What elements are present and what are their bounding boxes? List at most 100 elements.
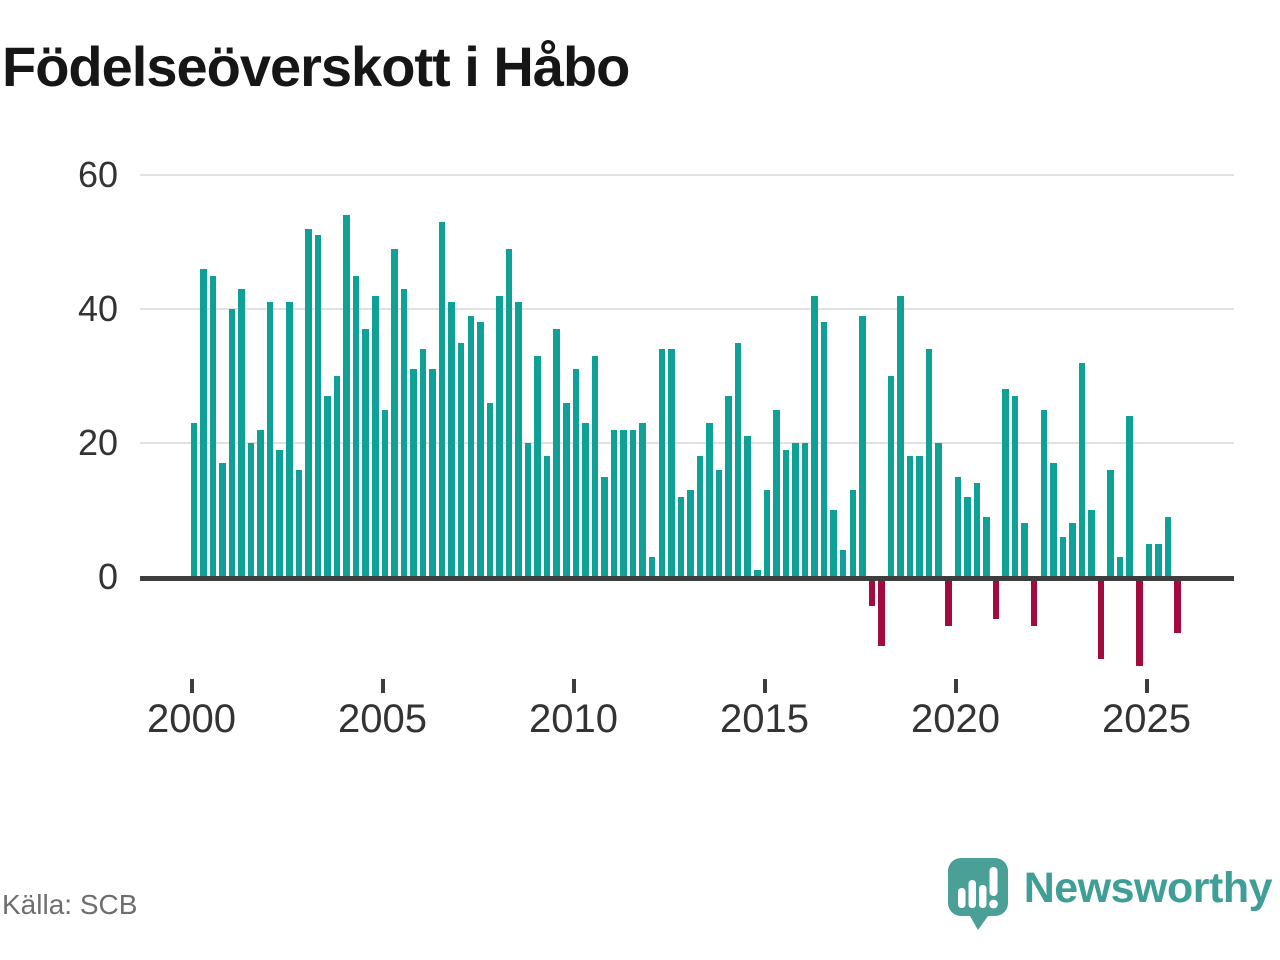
bar-quarter-50 [668,349,675,580]
bar-quarter-10 [286,302,293,580]
x-tick-label-2000: 2000 [147,697,236,741]
bar-quarter-79 [945,577,952,626]
bar-quarter-69 [849,489,857,580]
bar-quarter-101 [1155,543,1162,580]
x-tick-mark-2015 [762,679,767,693]
bar-quarter-24 [419,349,427,580]
bar-quarter-41 [582,422,589,580]
bar-quarter-11 [295,469,303,580]
bar-quarter-77 [925,349,933,580]
y-tick-label-20: 20 [77,422,118,463]
bar-quarter-8 [266,302,274,580]
bar-quarter-20 [381,409,389,580]
bar-quarter-2 [209,275,217,580]
bar-quarter-66 [820,322,828,580]
bar-quarter-45 [620,429,627,580]
bar-quarter-57 [734,342,742,580]
bar-quarter-87 [1021,523,1028,580]
y-tick-label-40: 40 [77,288,118,329]
bar-quarter-46 [629,429,637,580]
bar-quarter-17 [352,275,360,580]
bar-quarter-80 [954,476,962,580]
x-tick-mark-2025 [1144,679,1149,693]
bar-quarter-26 [438,221,446,580]
gridline-40 [140,308,1234,310]
bar-quarter-93 [1078,362,1086,580]
bar-quarter-76 [916,456,923,580]
bar-quarter-82 [973,483,981,580]
x-tick-mark-2020 [953,679,958,693]
bar-quarter-73 [887,376,895,580]
bar-quarter-51 [677,496,685,580]
bar-quarter-86 [1011,396,1019,580]
bar-quarter-64 [801,443,809,580]
bar-quarter-55 [715,469,723,580]
bar-quarter-42 [591,355,599,580]
bar-quarter-99 [1136,577,1143,667]
bar-quarter-58 [744,436,751,580]
bar-quarter-5 [238,288,245,580]
bar-quarter-44 [610,429,618,580]
bar-quarter-74 [897,295,904,580]
bar-quarter-65 [811,295,818,580]
bar-quarter-54 [706,422,713,580]
bar-quarter-91 [1059,536,1067,580]
bar-quarter-33 [505,248,513,580]
bar-quarter-90 [1050,463,1057,580]
bar-quarter-72 [878,577,885,646]
y-tick-label-0: 0 [97,556,118,597]
bar-quarter-59 [754,570,761,580]
bar-quarter-37 [543,456,551,580]
bar-quarter-15 [333,376,341,580]
bar-quarter-22 [400,288,408,580]
bar-quarter-25 [429,369,436,580]
newsworthy-wordmark: Newsworthy [1023,864,1273,912]
bar-quarter-38 [553,329,560,580]
bar-quarter-35 [524,443,532,580]
page-title: Födelseöverskott i Håbo [2,35,630,98]
bar-quarter-103 [1174,577,1181,633]
bar-quarter-6 [247,443,255,580]
bar-quarter-56 [725,396,732,580]
bar-quarter-89 [1040,409,1048,580]
bar-quarter-88 [1030,577,1038,626]
bar-quarter-62 [782,449,790,580]
bar-quarter-34 [515,302,522,580]
bar-quarter-102 [1164,516,1172,580]
bar-quarter-21 [391,248,398,580]
bar-quarter-98 [1126,416,1133,580]
bar-quarter-71 [868,577,876,606]
bar-quarter-85 [1002,389,1009,580]
bar-quarter-49 [658,349,666,580]
bar-quarter-67 [830,510,837,580]
bar-quarter-28 [457,342,465,580]
y-tick-label-60: 60 [77,154,118,195]
bar-quarter-96 [1107,469,1114,580]
bar-quarter-100 [1145,543,1153,580]
gridline-60 [140,174,1234,176]
bar-quarter-52 [687,489,694,580]
x-tick-label-2025: 2025 [1102,697,1191,741]
bar-quarter-4 [228,309,236,580]
bar-quarter-97 [1116,556,1124,580]
bar-quarter-60 [763,489,771,580]
bar-quarter-92 [1069,523,1076,580]
bar-quarter-61 [773,409,780,580]
bar-quarter-16 [343,215,350,580]
gridline-20 [140,442,1234,444]
bar-quarter-9 [276,449,283,580]
source-note: Källa: SCB [2,889,138,920]
x-tick-label-2015: 2015 [720,697,809,741]
bar-quarter-18 [362,329,369,580]
x-tick-label-2010: 2010 [529,697,618,741]
bar-quarter-84 [992,577,1000,620]
bar-quarter-78 [935,443,942,580]
bar-quarter-1 [200,268,207,580]
bar-quarter-36 [534,355,541,580]
bar-quarter-70 [859,315,866,580]
bar-quarter-95 [1097,577,1105,660]
bar-quarter-23 [410,369,417,580]
bar-quarter-3 [219,463,226,580]
bar-quarter-75 [906,456,914,580]
